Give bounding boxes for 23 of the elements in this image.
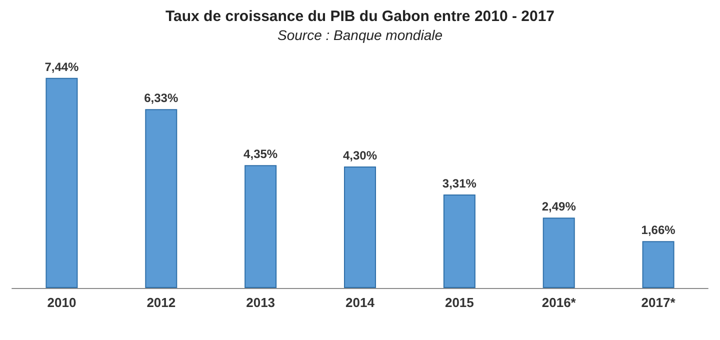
data-label: 4,35% [244,147,278,162]
data-label: 6,33% [144,91,178,106]
data-label: 2,49% [542,200,576,214]
x-tick-label: 2017* [641,295,676,310]
bar [642,241,674,288]
x-tick-label: 2010 [47,295,76,310]
x-tick-label: 2012 [146,295,176,310]
bar [244,165,277,288]
chart-subtitle: Source : Banque mondiale [278,27,443,43]
bar [344,166,376,288]
bar [443,194,476,288]
bar [46,78,78,288]
x-tick-label: 2014 [346,295,376,310]
bar [542,218,575,288]
data-label: 7,44% [44,60,80,74]
data-label: 4,30% [342,148,378,163]
data-label: 1,66% [641,223,676,238]
x-tick-label: 2016* [542,295,577,310]
x-tick-label: 2013 [246,295,276,310]
chart-title: Taux de croissance du PIB du Gabon entre 2010 - 2017 [165,8,555,25]
x-tick-label: 2015 [444,295,474,310]
bar [145,109,178,288]
data-label: 3,31% [442,176,477,190]
